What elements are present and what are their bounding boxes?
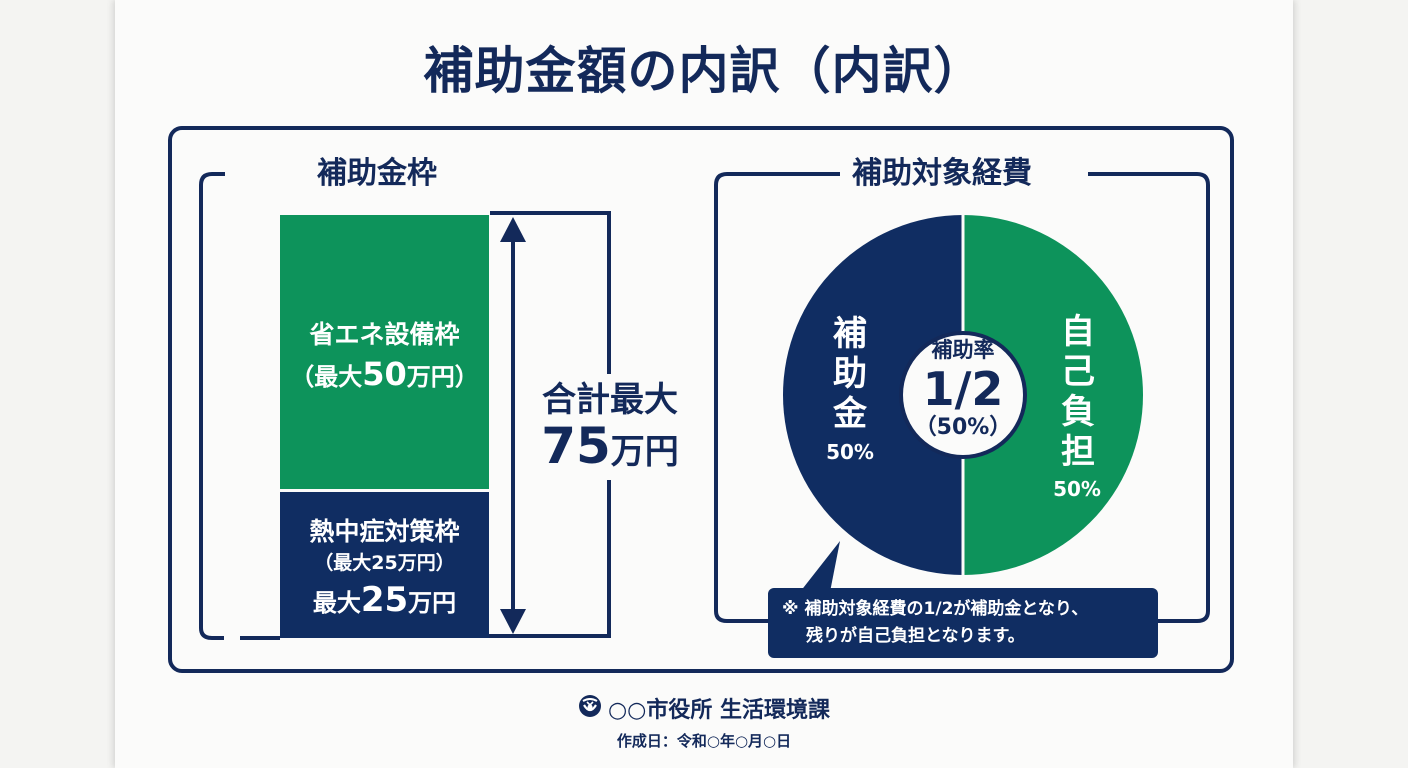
footer-organization: ○○市役所 生活環境課 — [0, 694, 1408, 728]
subsidy-slice-percent: 50% — [826, 440, 874, 464]
self-pay-slice-percent: 50% — [1053, 477, 1101, 501]
heatstroke-max: 最大25万円 — [312, 580, 457, 620]
heatstroke-label: 熱中症対策枠 — [309, 517, 460, 546]
energy-saving-label: 省エネ設備枠 — [309, 320, 460, 349]
energy-saving-block: 省エネ設備枠 （最大50万円） — [280, 215, 489, 489]
right-bracket — [714, 172, 840, 623]
note-callout: ※ 補助対象経費の1/2が補助金となり、 残りが自己負担となります。 — [768, 588, 1158, 658]
right-panel-title: 補助対象経費 — [840, 154, 1044, 194]
page-title: 補助金額の内訳（内訳） — [423, 42, 985, 100]
heatstroke-block: 熱中症対策枠 （最大25万円） 最大25万円 — [280, 492, 489, 638]
self-pay-slice-label: 自 己 負 担 — [1061, 312, 1095, 472]
footer-date: 作成日：令和○年○月○日 — [616, 732, 792, 750]
pie-slice-subsidy — [783, 215, 963, 575]
arrow-down-icon — [500, 609, 526, 634]
callout-tail — [800, 541, 840, 592]
left-panel-title: 補助金枠 — [305, 154, 449, 194]
pie-slice-self-pay — [963, 215, 1143, 575]
pie-center-circle — [903, 335, 1023, 455]
left-bracket — [199, 172, 225, 640]
heatstroke-max-note: （最大25万円） — [314, 552, 455, 574]
energy-saving-max: （最大50万円） — [290, 355, 479, 393]
subsidy-slice-label: 補 助 金 — [833, 314, 867, 434]
total-max-label: 合計最大 75万円 — [520, 374, 700, 480]
note-mark: ※ — [782, 599, 799, 619]
arrow-up-icon — [500, 217, 526, 242]
main-frame — [168, 126, 1234, 673]
subsidy-rate: 補助率 1/2 （50%） — [914, 338, 1012, 440]
city-emblem-icon — [578, 694, 602, 728]
